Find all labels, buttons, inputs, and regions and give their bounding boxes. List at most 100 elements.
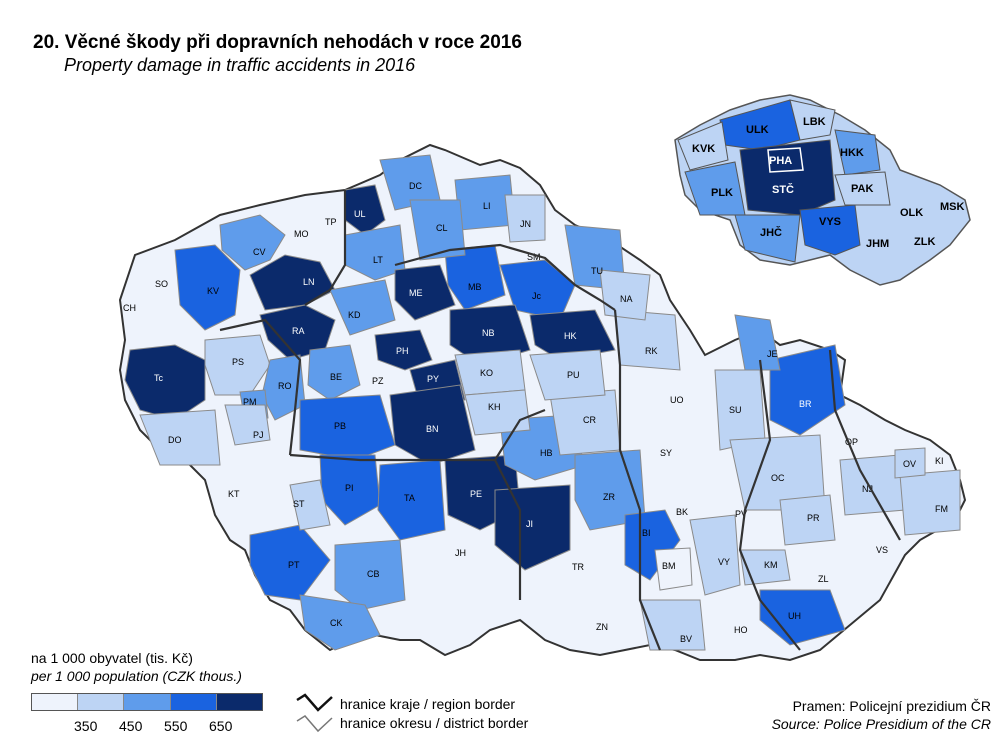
label-LT: LT (373, 255, 383, 265)
legend-break-2: 450 (119, 718, 142, 734)
label-SY: SY (660, 448, 672, 458)
label-KO: KO (480, 368, 493, 378)
label-PS: PS (232, 357, 244, 367)
district-KH (465, 390, 530, 435)
label-LN: LN (303, 277, 315, 287)
label-PM: PM (243, 397, 257, 407)
label-BV: BV (680, 634, 692, 644)
label-BM: BM (662, 561, 676, 571)
inset-label-JHM: JHM (866, 238, 889, 250)
label-OC: OC (771, 473, 785, 483)
legend-class-1 (32, 694, 78, 710)
label-TC: Tc (154, 373, 164, 383)
label-KV: KV (207, 286, 219, 296)
inset-label-PHA: PHA (769, 155, 792, 167)
legend-class-5 (217, 694, 262, 710)
label-VY: VY (718, 557, 730, 567)
legend-class-4 (171, 694, 217, 710)
label-ZN: ZN (596, 622, 608, 632)
source-cz: Pramen: Policejní prezidium ČR (793, 698, 991, 714)
inset-label-MSK: MSK (940, 201, 965, 213)
border-key-icons (297, 695, 332, 731)
label-OV: OV (903, 459, 916, 469)
label-BI: BI (642, 528, 651, 538)
label-RO: RO (278, 381, 292, 391)
label-JC: Jc (532, 291, 542, 301)
label-SU: SU (729, 405, 742, 415)
label-BE: BE (330, 372, 342, 382)
label-CL: CL (436, 223, 448, 233)
label-PE: PE (470, 489, 482, 499)
region-border-label: hranice kraje / region border (340, 696, 515, 712)
label-MB: MB (468, 282, 482, 292)
label-TP: TP (325, 217, 337, 227)
label-VS: VS (876, 545, 888, 555)
legend-class-3 (124, 694, 170, 710)
label-NB: NB (482, 328, 495, 338)
label-CH: CH (123, 303, 136, 313)
region-border-icon (297, 695, 332, 710)
source-en: Source: Police Presidium of the CR (772, 716, 991, 732)
label-NA: NA (620, 294, 633, 304)
label-SO: SO (155, 279, 168, 289)
label-PB: PB (334, 421, 346, 431)
label-TR: TR (572, 562, 584, 572)
label-FM: FM (935, 504, 948, 514)
inset-label-KVK: KVK (692, 143, 715, 155)
label-HB: HB (540, 448, 553, 458)
label-PZ: PZ (372, 376, 384, 386)
label-TA: TA (404, 493, 415, 503)
label-CK: CK (330, 618, 343, 628)
choropleth-map: CH SO KV CV MO TP UL DC LT LN KD RA Tc P… (0, 0, 1005, 744)
legend-break-3: 550 (164, 718, 187, 734)
label-ST: ST (293, 499, 305, 509)
legend-break-4: 650 (209, 718, 232, 734)
label-LI: LI (483, 201, 491, 211)
label-CR: CR (583, 415, 596, 425)
district-border-label: hranice okresu / district border (340, 715, 528, 731)
inset-label-LBK: LBK (803, 116, 826, 128)
label-ZL: ZL (818, 574, 829, 584)
label-TU: TU (591, 266, 603, 276)
label-PH: PH (396, 346, 409, 356)
label-CV: CV (253, 247, 266, 257)
legend-class-2 (78, 694, 124, 710)
label-PJ: PJ (253, 430, 264, 440)
label-MO: MO (294, 229, 309, 239)
label-JH: JH (455, 548, 466, 558)
inset-label-HKK: HKK (840, 147, 864, 159)
label-HK: HK (564, 331, 577, 341)
legend-title: na 1 000 obyvatel (tis. Kč) (31, 650, 193, 666)
label-BK: BK (676, 507, 688, 517)
label-KH: KH (488, 402, 501, 412)
district-border-icon (297, 716, 332, 731)
inset-label-VYS: VYS (819, 216, 841, 228)
label-PI: PI (345, 483, 354, 493)
district-RK (615, 310, 680, 370)
label-KM: KM (764, 560, 778, 570)
inset-label-OLK: OLK (900, 207, 923, 219)
inset-label-ULK: ULK (746, 124, 769, 136)
district-PB (300, 395, 395, 460)
label-KT: KT (228, 489, 240, 499)
label-ME: ME (409, 288, 423, 298)
label-PY: PY (427, 374, 439, 384)
label-RK: RK (645, 346, 658, 356)
inset-label-STC: STČ (772, 183, 794, 196)
label-BR: BR (799, 399, 812, 409)
label-KD: KD (348, 310, 361, 320)
inset-label-JHC: JHČ (760, 226, 782, 239)
inset-region-map: ULK LBK KVK PHA HKK PLK STČ PAK OLK MSK … (675, 95, 970, 285)
label-JE: JE (767, 349, 778, 359)
legend-subtitle: per 1 000 population (CZK thous.) (31, 668, 242, 684)
label-KI: KI (935, 456, 944, 466)
label-DC: DC (409, 181, 422, 191)
label-CB: CB (367, 569, 380, 579)
label-UO: UO (670, 395, 684, 405)
label-JI: JI (526, 519, 533, 529)
legend-color-bar (31, 693, 263, 711)
label-PR: PR (807, 513, 820, 523)
label-UL: UL (354, 209, 366, 219)
label-UH: UH (788, 611, 801, 621)
label-DO: DO (168, 435, 182, 445)
